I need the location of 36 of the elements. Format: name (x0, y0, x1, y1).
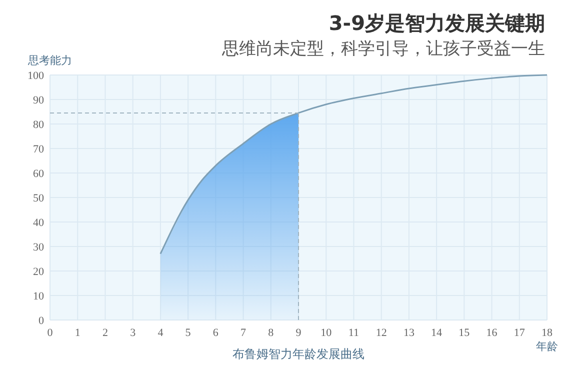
y-tick-label: 10 (33, 290, 44, 302)
x-tick-label: 4 (158, 327, 164, 339)
y-tick-label: 90 (33, 94, 44, 106)
y-tick-label: 40 (33, 216, 44, 229)
x-tick-label: 6 (212, 327, 219, 339)
y-tick-label: 30 (33, 241, 44, 254)
x-tick-label: 18 (542, 327, 553, 339)
x-tick-label: 1 (74, 327, 80, 339)
x-tick-label: 14 (431, 327, 443, 339)
x-tick-label: 9 (296, 327, 302, 339)
line-series (160, 74, 548, 255)
x-axis-title: 年龄 (536, 340, 558, 353)
chart-subtitle: 思维尚未定型，科学引导，让孩子受益一生 (221, 39, 545, 59)
y-tick-label: 0 (38, 314, 44, 327)
y-tick-label: 20 (33, 266, 44, 278)
x-tick-label: 10 (320, 327, 332, 339)
x-tick-label: 3 (130, 327, 136, 339)
x-tick-label: 11 (348, 327, 360, 339)
x-tick-label: 5 (185, 327, 192, 339)
x-tick-label: 13 (403, 327, 415, 339)
x-tick-label: 12 (376, 327, 387, 339)
y-tick-label: 50 (33, 192, 44, 204)
x-tick-label: 2 (102, 327, 108, 339)
y-tick-label: 100 (28, 70, 44, 82)
chart-title: 3-9岁是智力发展关键期 (328, 11, 545, 35)
x-tick-label: 17 (514, 327, 526, 339)
x-tick-label: 0 (47, 327, 54, 339)
y-tick-label: 60 (33, 168, 44, 180)
x-tick-label: 8 (268, 327, 274, 339)
y-tick-label: 70 (33, 143, 44, 156)
y-axis-title: 思考能力 (27, 54, 72, 67)
x-tick-label: 15 (458, 327, 470, 339)
y-tick-label: 80 (33, 118, 44, 131)
x-tick-label: 16 (486, 327, 498, 339)
text: 布鲁姆智力年龄发展曲线 (232, 347, 364, 361)
x-tick-label: 7 (240, 327, 247, 339)
